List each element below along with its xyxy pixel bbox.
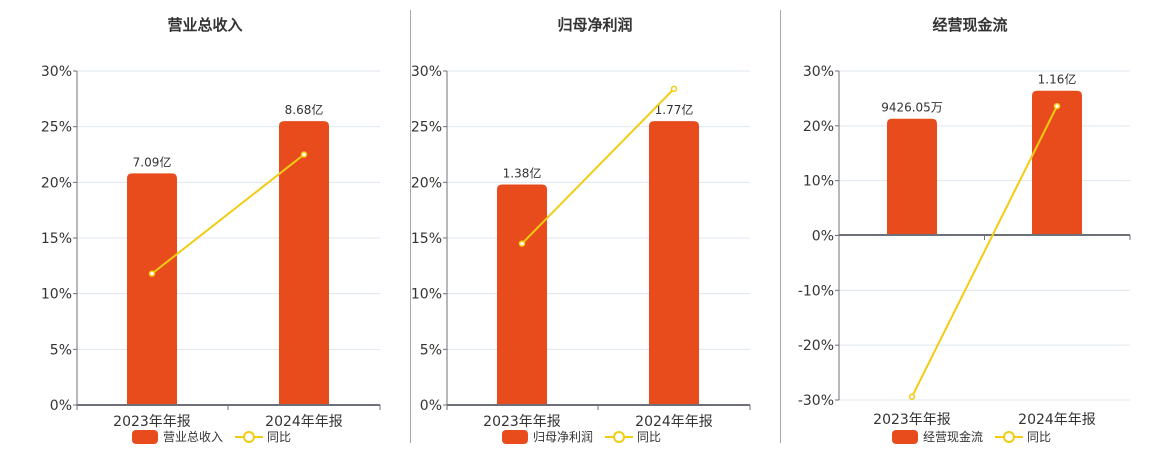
y-tick-label: 25%: [41, 120, 72, 136]
bar-value-label: 1.77亿: [655, 102, 694, 117]
x-category-label: 2024年年报: [635, 414, 713, 430]
x-category-label: 2024年年报: [1018, 412, 1096, 428]
legend-line-icon[interactable]: [995, 430, 1024, 444]
chart-2: 30% 25% 20% 15% 10% 5% 0% 1.38亿 1.77亿 2023年年报 2024…: [411, 64, 751, 430]
legend-line-icon[interactable]: [605, 430, 634, 444]
legend-line-label[interactable]: 同比: [267, 430, 292, 444]
y-tick-label: 25%: [411, 120, 442, 136]
y-tick-label: 10%: [411, 287, 442, 303]
y-tick-label: 5%: [50, 342, 72, 358]
legend-bar-label[interactable]: 经营现金流: [923, 430, 984, 444]
yoy-point[interactable]: [1053, 102, 1061, 110]
x-category-label: 2023年年报: [113, 414, 191, 430]
yoy-line: [521, 88, 675, 245]
y-tick-label: 30%: [411, 64, 442, 80]
chart-3: 30% 20% 10% 0% -10% -20% -30% 9426.05万 1.16亿 2023…: [798, 64, 1131, 428]
bar[interactable]: [497, 184, 547, 405]
chart-title: 归母净利润: [557, 16, 633, 34]
chart-legend: 归母净利润 同比: [502, 428, 661, 445]
y-tick-label: 30%: [803, 64, 834, 80]
y-tick-label: 20%: [411, 175, 442, 191]
chart-1: 30% 25% 20% 15% 10% 5% 0% 7.09亿 8.68亿 2023年年报 2024…: [41, 64, 381, 430]
chart-legend: 营业总收入 同比: [132, 428, 291, 445]
x-category-label: 2023年年报: [483, 414, 561, 430]
panel-divider: [410, 10, 411, 443]
legend-line-label[interactable]: 同比: [637, 430, 662, 444]
legend-line-icon[interactable]: [235, 430, 264, 444]
y-tick-label: -20%: [798, 338, 834, 354]
y-tick-label: 15%: [411, 231, 442, 247]
chart-legend: 经营现金流 同比: [892, 428, 1051, 445]
legend-bar-swatch[interactable]: [502, 429, 528, 444]
yoy-point[interactable]: [300, 151, 308, 158]
y-tick-label: 10%: [41, 287, 72, 303]
yoy-line: [911, 105, 1058, 398]
legend-bar-swatch[interactable]: [892, 429, 918, 444]
chart-title: 营业总收入: [167, 16, 243, 34]
bar-value-label: 9426.05万: [881, 101, 943, 115]
bar[interactable]: [279, 121, 329, 405]
y-tick-label: -10%: [798, 283, 834, 299]
legend-bar-swatch[interactable]: [132, 429, 158, 444]
y-tick-label: 15%: [41, 231, 72, 247]
y-tick-label: 10%: [803, 174, 834, 190]
y-tick-label: 0%: [420, 398, 442, 414]
bar-value-label: 8.68亿: [285, 102, 324, 117]
bar-value-label: 1.16亿: [1038, 72, 1077, 87]
bar[interactable]: [127, 173, 177, 405]
legend-bar-label[interactable]: 营业总收入: [163, 430, 224, 444]
x-category-label: 2024年年报: [265, 414, 343, 430]
bar[interactable]: [1032, 90, 1082, 236]
yoy-point[interactable]: [670, 85, 678, 93]
bar-value-label: 7.09亿: [133, 154, 172, 169]
bar[interactable]: [887, 118, 937, 235]
yoy-point[interactable]: [908, 393, 916, 400]
y-tick-label: 0%: [812, 229, 834, 245]
bar[interactable]: [649, 121, 699, 405]
y-tick-label: 20%: [803, 119, 834, 135]
chart-title: 经营现金流: [932, 16, 1008, 34]
x-category-label: 2023年年报: [873, 412, 951, 428]
legend-bar-label[interactable]: 归母净利润: [533, 430, 594, 444]
y-tick-label: 0%: [50, 398, 72, 414]
legend-line-label[interactable]: 同比: [1027, 430, 1052, 444]
y-tick-label: 30%: [41, 64, 72, 80]
yoy-point[interactable]: [148, 270, 156, 277]
yoy-line: [151, 153, 305, 275]
yoy-point[interactable]: [518, 240, 526, 247]
bar-value-label: 1.38亿: [503, 166, 542, 181]
y-tick-label: 5%: [420, 342, 442, 358]
y-tick-label: -30%: [798, 393, 834, 409]
y-tick-label: 20%: [41, 175, 72, 191]
panel-divider: [780, 10, 781, 443]
